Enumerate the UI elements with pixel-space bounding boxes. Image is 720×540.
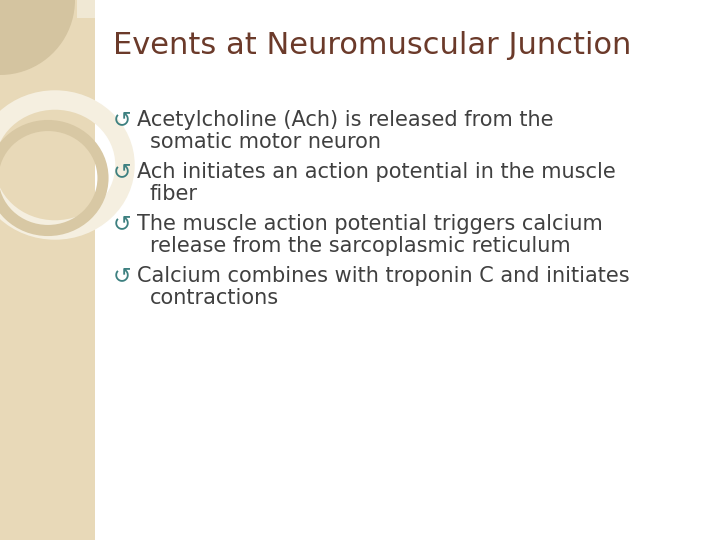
Text: Acetylcholine (Ach) is released from the: Acetylcholine (Ach) is released from the — [137, 110, 554, 130]
Text: Calcium combines with troponin C and initiates: Calcium combines with troponin C and ini… — [137, 266, 629, 286]
Text: ↺: ↺ — [113, 162, 132, 182]
Text: ↺: ↺ — [113, 266, 132, 286]
Bar — [77, 0, 95, 18]
Wedge shape — [0, 0, 75, 75]
Text: fiber: fiber — [150, 184, 198, 204]
Text: ↺: ↺ — [113, 214, 132, 234]
Bar — [0, 0, 95, 540]
Text: The muscle action potential triggers calcium: The muscle action potential triggers cal… — [137, 214, 603, 234]
Text: Events at Neuromuscular Junction: Events at Neuromuscular Junction — [113, 30, 631, 59]
Text: contractions: contractions — [150, 288, 279, 308]
Text: Ach initiates an action potential in the muscle: Ach initiates an action potential in the… — [137, 162, 616, 182]
Text: somatic motor neuron: somatic motor neuron — [150, 132, 381, 152]
Text: release from the sarcoplasmic reticulum: release from the sarcoplasmic reticulum — [150, 236, 571, 256]
Text: ↺: ↺ — [113, 110, 132, 130]
